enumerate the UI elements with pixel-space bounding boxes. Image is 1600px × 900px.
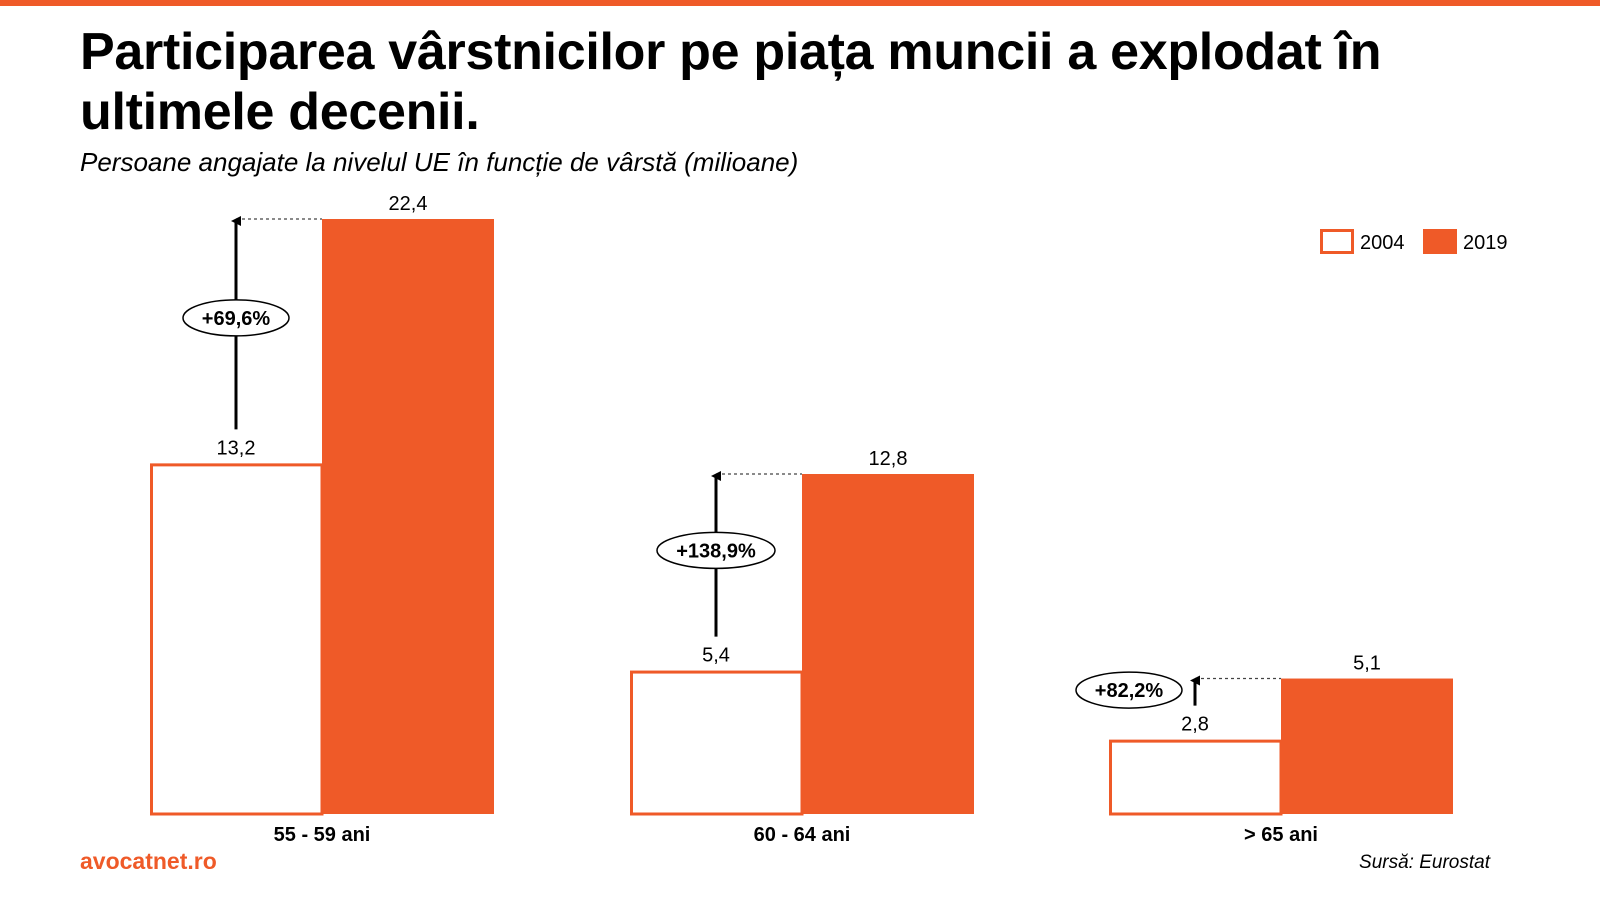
site-logo-text: avocatnet.ro <box>80 848 217 874</box>
category-label: 60 - 64 ani <box>754 824 851 846</box>
bar-2019-1 <box>322 219 494 814</box>
percent-change-badge <box>656 531 776 570</box>
value-label-2004: 13,2 <box>217 437 256 459</box>
bar-2004-1 <box>150 463 324 816</box>
bar-2019-2 <box>802 474 974 814</box>
bar-2019-3 <box>1281 678 1453 814</box>
value-label-2004: 2,8 <box>1181 714 1209 736</box>
category-label: > 65 ani <box>1244 824 1318 846</box>
value-label-2019: 22,4 <box>389 193 428 215</box>
source-note: Sursă: Eurostat <box>1359 852 1490 873</box>
percent-change-badge <box>1075 671 1183 709</box>
value-label-2019: 5,1 <box>1353 653 1381 675</box>
legend-swatch-2019 <box>1423 229 1457 254</box>
legend-label-2004: 2004 <box>1360 232 1405 254</box>
percent-change-label: +82,2% <box>1095 680 1164 702</box>
value-label-2004: 5,4 <box>702 645 730 667</box>
chart-subtitle: Persoane angajate la nivelul UE în funcț… <box>80 147 799 177</box>
value-label-2019: 12,8 <box>869 448 908 470</box>
percent-change-label: +69,6% <box>202 308 271 330</box>
legend-label-2019: 2019 <box>1463 232 1508 254</box>
bar-2004-2 <box>630 670 804 816</box>
legend-swatch-2004 <box>1320 229 1354 254</box>
category-label: 55 - 59 ani <box>274 824 371 846</box>
bar-2004-3 <box>1109 739 1283 816</box>
percent-change-label: +138,9% <box>676 540 756 562</box>
page-title: Participarea vârstnicilor pe piața munci… <box>80 23 1382 141</box>
percent-change-badge <box>182 299 290 337</box>
top-accent-bar <box>0 0 1600 6</box>
